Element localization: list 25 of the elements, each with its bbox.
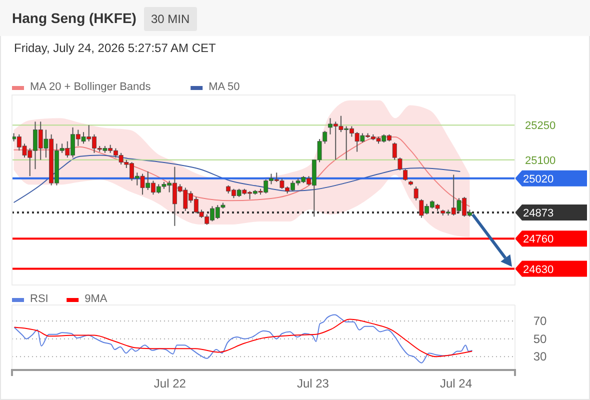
ref-line-label: 24630 bbox=[523, 264, 554, 276]
ref-line-label: 24873 bbox=[523, 207, 554, 220]
legend-label: MA 50 bbox=[208, 81, 240, 93]
line-series bbox=[14, 314, 473, 364]
x-tick-label: Jul 24 bbox=[440, 376, 472, 391]
candlestick bbox=[398, 157, 402, 171]
y-tick-label: 50 bbox=[533, 332, 547, 346]
candlestick bbox=[392, 142, 397, 160]
text: 30 MIN bbox=[151, 12, 190, 26]
line-series bbox=[14, 318, 473, 358]
legend-label: MA 20 + Bollinger Bands bbox=[30, 81, 152, 93]
ref-line-label: 25020 bbox=[523, 173, 554, 186]
y-tick-label: 30 bbox=[533, 350, 547, 364]
y-tick-label: 70 bbox=[533, 314, 547, 328]
legend-label: 9MA bbox=[84, 293, 108, 305]
candlestick bbox=[414, 186, 418, 201]
candlestick bbox=[403, 168, 408, 182]
legend-label: RSI bbox=[30, 293, 48, 305]
ref-line-label: 24760 bbox=[523, 234, 554, 246]
chart-subtitle: Friday, July 24, 2026 5:27:57 AM CET bbox=[14, 41, 217, 55]
ref-line-label: 25100 bbox=[525, 154, 556, 167]
x-tick-label: Jul 23 bbox=[296, 376, 330, 391]
ref-line-label: 25250 bbox=[525, 120, 556, 132]
x-tick-label: Jul 22 bbox=[154, 376, 186, 391]
chart-title: Hang Seng (HKFE) bbox=[12, 10, 136, 26]
